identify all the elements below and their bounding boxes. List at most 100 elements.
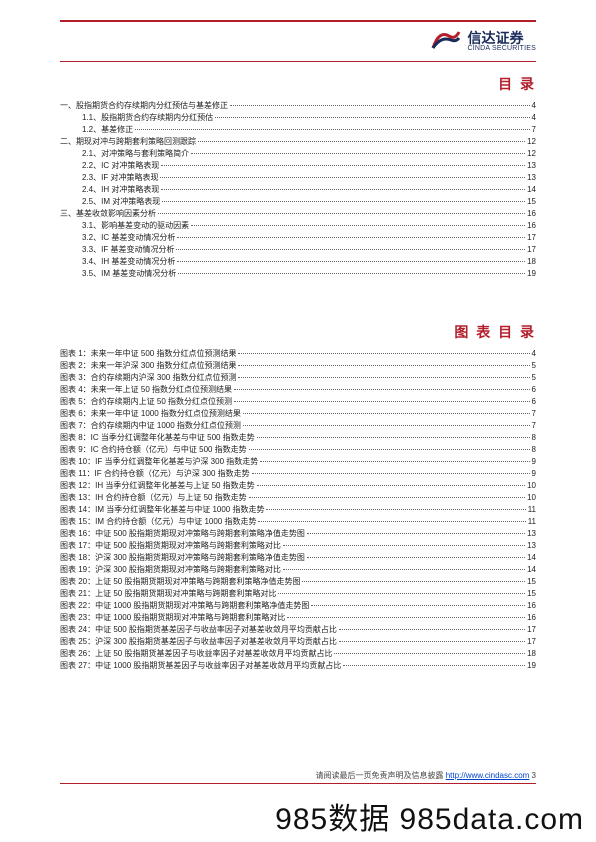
toc-leader-dots [260,461,529,462]
logo-mark-icon [431,28,461,55]
toc-leader-dots [160,177,525,178]
figure-toc-page: 16 [527,612,536,624]
figure-toc-entry[interactable]: 图表 23：中证 1000 股指期货期现对冲策略与跨期套利策略对比 16 [60,612,536,624]
footer-link[interactable]: http://www.cindasc.com [446,771,530,780]
figure-toc-entry[interactable]: 图表 16：中证 500 股指期货期现对冲策略与跨期套利策略净值走势图13 [60,528,536,540]
toc-entry[interactable]: 三、基差收敛影响因素分析16 [60,208,536,220]
figure-toc-page: 16 [527,600,536,612]
figure-toc-entry[interactable]: 图表 2：未来一年沪深 300 指数分红点位预测结果5 [60,360,536,372]
figure-toc-entry[interactable]: 图表 3：合约存续期内沪深 300 指数分红点位预测5 [60,372,536,384]
figure-toc-entry[interactable]: 图表 21：上证 50 股指期货期现对冲策略与跨期套利策略对比15 [60,588,536,600]
figure-toc-entry[interactable]: 图表 7：合约存续期内中证 1000 指数分红点位预测7 [60,420,536,432]
toc-leader-dots [283,569,525,570]
toc-leader-dots [257,437,530,438]
toc-entry[interactable]: 3.5、IM 基差变动情况分析19 [60,268,536,280]
figure-toc-page: 7 [532,408,536,420]
figure-toc-page: 8 [532,444,536,456]
figure-toc-entry[interactable]: 图表 13：IH 合约持仓额（亿元）与上证 50 指数走势10 [60,492,536,504]
figure-toc-label: 图表 18：沪深 300 股指期货期现对冲策略与跨期套利策略净值走势图 [60,552,305,564]
toc-entry[interactable]: 二、期现对冲与跨期套利策略回测跟踪12 [60,136,536,148]
figure-toc-label: 图表 24：中证 500 股指期货基差因子与收益率因子对基差收敛月平均贡献占比 [60,624,337,636]
toc-entry-label: 2.1、对冲策略与套利策略简介 [82,148,189,160]
figure-toc-entry[interactable]: 图表 17：中证 500 股指期货期现对冲策略与跨期套利策略对比13 [60,540,536,552]
figure-toc-entry[interactable]: 图表 8：IC 当季分红调整年化基差与中证 500 指数走势8 [60,432,536,444]
figure-toc-label: 图表 12：IH 当季分红调整年化基差与上证 50 指数走势 [60,480,255,492]
figure-toc-entry[interactable]: 图表 26：上证 50 股指期货基差因子与收益率因子对基差收敛月平均贡献占比18 [60,648,536,660]
toc-leader-dots [334,653,525,654]
figure-toc-entry[interactable]: 图表 5：合约存续期内上证 50 指数分红点位预测 6 [60,396,536,408]
figure-toc-page: 14 [527,552,536,564]
figure-toc-entry[interactable]: 图表 18：沪深 300 股指期货期现对冲策略与跨期套利策略净值走势图 14 [60,552,536,564]
toc-entry-page: 17 [527,232,536,244]
toc-entry[interactable]: 2.2、IC 对冲策略表现13 [60,160,536,172]
figure-toc-label: 图表 14：IM 当季分红调整年化基差与中证 1000 指数走势 [60,504,264,516]
figure-toc-label: 图表 11：IF 合约持仓额（亿元）与沪深 300 指数走势 [60,468,250,480]
toc-leader-dots [176,249,525,250]
toc-entry[interactable]: 2.1、对冲策略与套利策略简介12 [60,148,536,160]
toc-entry-page: 16 [527,220,536,232]
toc-entry-label: 2.5、IM 对冲策略表现 [82,196,160,208]
toc-leader-dots [249,497,525,498]
toc-entry[interactable]: 1.1、股指期货合约存续期内分红预估4 [60,112,536,124]
figure-toc-entry[interactable]: 图表 9：IC 合约持仓额（亿元）与中证 500 指数走势8 [60,444,536,456]
figure-toc-page: 9 [532,468,536,480]
toc-leader-dots [339,641,525,642]
figure-toc-entry[interactable]: 图表 4：未来一年上证 50 指数分红点位预测结果6 [60,384,536,396]
toc-leader-dots [238,353,529,354]
toc-entry[interactable]: 1.2、基差修正7 [60,124,536,136]
toc-entry[interactable]: 3.3、IF 基差变动情况分析17 [60,244,536,256]
toc-entry[interactable]: 一、股指期货合约存续期内分红预估与基差修正4 [60,100,536,112]
figure-toc-page: 17 [527,624,536,636]
toc-leader-dots [191,225,525,226]
toc-leader-dots [339,629,525,630]
figure-toc-entry[interactable]: 图表 12：IH 当季分红调整年化基差与上证 50 指数走势10 [60,480,536,492]
toc-leader-dots [215,117,529,118]
toc-entry[interactable]: 2.4、IH 对冲策略表现14 [60,184,536,196]
figure-toc-entry[interactable]: 图表 1：未来一年中证 500 指数分红点位预测结果4 [60,348,536,360]
figure-toc-label: 图表 27：中证 1000 股指期货基差因子与收益率因子对基差收敛月平均贡献占比 [60,660,341,672]
figure-toc-entry[interactable]: 图表 24：中证 500 股指期货基差因子与收益率因子对基差收敛月平均贡献占比 1… [60,624,536,636]
toc-entry[interactable]: 3.4、IH 基差变动情况分析18 [60,256,536,268]
figure-toc-entry[interactable]: 图表 27：中证 1000 股指期货基差因子与收益率因子对基差收敛月平均贡献占比… [60,660,536,672]
logo-text: 信达证券 CINDA SECURITIES [467,31,536,52]
toc-entry[interactable]: 3.1、影响基差变动的驱动因素16 [60,220,536,232]
toc-entry-page: 13 [527,172,536,184]
figure-toc-page: 13 [527,528,536,540]
toc-leader-dots [257,485,525,486]
page-footer: 请阅读最后一页免责声明及信息披露 http://www.cindasc.com … [60,770,536,784]
figure-toc-page: 15 [527,588,536,600]
figure-toc-entry[interactable]: 图表 20：上证 50 股指期货期现对冲策略与跨期套利策略净值走势图15 [60,576,536,588]
toc-leader-dots [283,545,525,546]
figure-toc-page: 18 [527,648,536,660]
figure-toc-entry[interactable]: 图表 14：IM 当季分红调整年化基差与中证 1000 指数走势11 [60,504,536,516]
figure-toc-entry[interactable]: 图表 11：IF 合约持仓额（亿元）与沪深 300 指数走势 9 [60,468,536,480]
brand-logo: 信达证券 CINDA SECURITIES [431,28,536,55]
figure-toc-entry[interactable]: 图表 6：未来一年中证 1000 指数分红点位预测结果7 [60,408,536,420]
toc-entry[interactable]: 3.2、IC 基差变动情况分析 17 [60,232,536,244]
figure-toc-entry[interactable]: 图表 25：沪深 300 股指期货基差因子与收益率因子对基差收敛月平均贡献占比1… [60,636,536,648]
figure-toc-entry[interactable]: 图表 19：沪深 300 股指期货期现对冲策略与跨期套利策略对比14 [60,564,536,576]
figure-toc-page: 6 [532,396,536,408]
figure-toc-label: 图表 19：沪深 300 股指期货期现对冲策略与跨期套利策略对比 [60,564,281,576]
figure-toc-label: 图表 5：合约存续期内上证 50 指数分红点位预测 [60,396,232,408]
table-of-contents: 一、股指期货合约存续期内分红预估与基差修正41.1、股指期货合约存续期内分红预估… [60,100,536,280]
toc-leader-dots [162,201,525,202]
toc-leader-dots [198,141,525,142]
figure-toc-label: 图表 23：中证 1000 股指期货期现对冲策略与跨期套利策略对比 [60,612,285,624]
toc-entry-label: 3.2、IC 基差变动情况分析 [82,232,175,244]
toc-entry[interactable]: 2.5、IM 对冲策略表现 15 [60,196,536,208]
figure-toc-label: 图表 1：未来一年中证 500 指数分红点位预测结果 [60,348,236,360]
toc-leader-dots [234,401,530,402]
toc-entry-page: 4 [532,100,536,112]
toc-entry-label: 3.3、IF 基差变动情况分析 [82,244,174,256]
toc-entry-label: 2.3、IF 对冲策略表现 [82,172,158,184]
figure-toc-page: 17 [527,636,536,648]
toc-entry[interactable]: 2.3、IF 对冲策略表现 13 [60,172,536,184]
figure-toc-label: 图表 2：未来一年沪深 300 指数分红点位预测结果 [60,360,236,372]
figure-toc-entry[interactable]: 图表 15：IM 合约持仓额（亿元）与中证 1000 指数走势11 [60,516,536,528]
toc-entry-label: 三、基差收敛影响因素分析 [60,208,156,220]
figure-toc-entry[interactable]: 图表 22：中证 1000 股指期货期现对冲策略与跨期套利策略净值走势图16 [60,600,536,612]
toc-entry-page: 15 [527,196,536,208]
figure-toc-entry[interactable]: 图表 10：IF 当季分红调整年化基差与沪深 300 指数走势9 [60,456,536,468]
toc-leader-dots [307,557,525,558]
